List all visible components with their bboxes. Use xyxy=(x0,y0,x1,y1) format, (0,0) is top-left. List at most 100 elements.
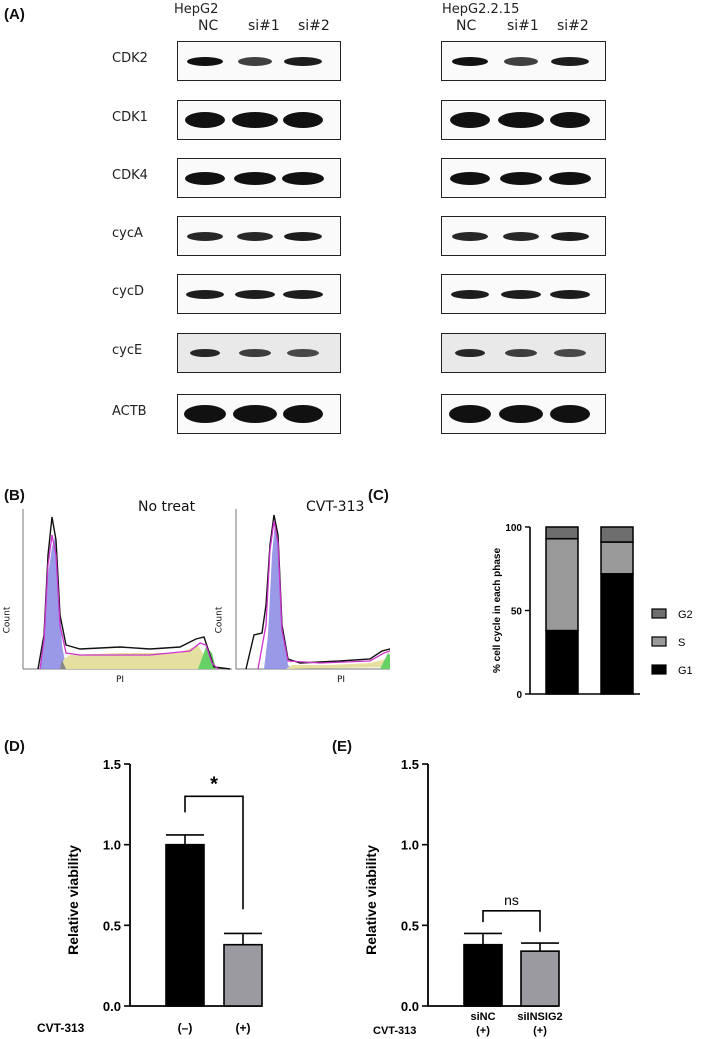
band xyxy=(239,349,271,357)
viability-chart-d: 0.0 0.5 1.0 1.5 Relative viability * (–) (+) CVT… xyxy=(37,757,263,1035)
bar-segment-g1 xyxy=(600,573,634,695)
bar-segment-s xyxy=(545,537,579,632)
lane-label-nc: NC xyxy=(456,18,477,34)
band xyxy=(283,289,323,299)
y-tick-label: 1.5 xyxy=(103,757,121,772)
histogram-ylabel-left: Count xyxy=(2,606,13,634)
histogram-xlabel-right: PI xyxy=(337,675,346,685)
band xyxy=(237,231,273,241)
blot-cdk1-hepg2 xyxy=(177,100,341,140)
y-tick-label: 1.5 xyxy=(401,757,419,772)
histogram-title-no-treat: No treat xyxy=(138,499,196,515)
band xyxy=(185,171,225,185)
significance-label: * xyxy=(210,773,218,795)
row-label: CVT-313 xyxy=(37,1021,85,1035)
band xyxy=(451,289,489,299)
band xyxy=(500,171,542,185)
blot-cdk4-hepg2215 xyxy=(441,158,606,198)
panel-d-letter: (D) xyxy=(4,738,25,755)
panel-e-letter: (E) xyxy=(332,738,352,755)
protein-label-cdk2: CDK2 xyxy=(112,51,148,66)
band xyxy=(187,231,223,241)
band xyxy=(455,349,485,357)
y-tick-label: 0.5 xyxy=(103,918,121,933)
legend-swatch xyxy=(651,664,667,675)
band xyxy=(449,405,491,423)
row-label: CVT-313 xyxy=(373,1025,416,1037)
band xyxy=(284,231,322,241)
blot-cdk2-hepg2 xyxy=(177,41,341,81)
bar xyxy=(463,943,503,1007)
band xyxy=(186,289,224,299)
y-tick-label: 0 xyxy=(516,690,522,700)
lane-label-si1: si#1 xyxy=(507,18,539,34)
y-axis-label: Relative viability xyxy=(363,845,379,955)
protein-label-cyca: cycA xyxy=(112,226,143,241)
blot-cdk1-hepg2215 xyxy=(441,100,606,140)
band xyxy=(234,171,276,185)
protein-label-cdk4: CDK4 xyxy=(112,168,148,183)
bar xyxy=(165,843,205,1007)
flow-cytometry-histograms xyxy=(22,509,390,670)
band xyxy=(287,349,319,357)
y-axis-label: Relative viability xyxy=(65,845,81,955)
lane-label-si2: si#2 xyxy=(557,18,589,34)
panel-c-letter: (C) xyxy=(368,487,389,504)
protein-label-cdk1: CDK1 xyxy=(112,110,148,125)
blot-actb-hepg2215 xyxy=(441,394,606,434)
band xyxy=(452,231,488,241)
band xyxy=(452,56,488,66)
legend-swatch xyxy=(651,608,667,619)
y-axis-label: % cell cycle in each phase xyxy=(492,548,503,674)
treatment-label: (+) xyxy=(476,1025,490,1037)
significance-bracket xyxy=(482,910,541,932)
protein-label-cyce: cycE xyxy=(112,343,143,358)
band xyxy=(499,405,543,423)
y-tick-label: 50 xyxy=(511,607,523,618)
panel-b-letter: (B) xyxy=(4,487,25,504)
bar-segment-g1 xyxy=(545,629,579,695)
blot-actb-hepg2 xyxy=(177,394,341,434)
protein-label-actb: ACTB xyxy=(112,404,147,419)
x-tick-label: Control xyxy=(546,699,578,700)
x-tick-label: siINSIG2 xyxy=(517,1011,562,1023)
blot-cyca-hepg2215 xyxy=(441,216,606,256)
panel-a-letter: (A) xyxy=(4,6,25,23)
y-tick-label: 1.0 xyxy=(401,838,419,853)
band xyxy=(498,112,544,128)
cell-cycle-stacked-chart: 0 50 100 % cell cycle in each phase Control C… xyxy=(492,523,693,700)
band xyxy=(283,405,323,423)
band xyxy=(185,112,225,128)
band xyxy=(233,405,277,423)
blot-cycd-hepg2 xyxy=(177,274,341,314)
x-tick-label: (+) xyxy=(236,1021,251,1035)
band xyxy=(503,231,539,241)
band xyxy=(549,171,591,185)
blot-cyca-hepg2 xyxy=(177,216,341,256)
band xyxy=(505,349,537,357)
treatment-label: (+) xyxy=(533,1025,547,1037)
lane-label-nc: NC xyxy=(198,18,219,34)
bar-segment-g2 xyxy=(600,526,634,543)
y-tick-label: 100 xyxy=(505,523,522,534)
band xyxy=(551,231,589,241)
group-label-hepg2215: HepG2.2.15 xyxy=(442,2,520,17)
bar-segment-g2 xyxy=(545,526,579,540)
band xyxy=(284,56,322,66)
band xyxy=(232,112,278,128)
x-tick-label: (–) xyxy=(178,1021,193,1035)
band xyxy=(235,289,275,299)
legend-label: G2 xyxy=(678,609,693,621)
x-tick-label: siNC xyxy=(470,1011,495,1023)
significance-label: ns xyxy=(504,892,519,908)
band xyxy=(450,171,490,185)
legend-swatch xyxy=(651,636,667,647)
band xyxy=(187,56,223,66)
bar-segment-s xyxy=(600,541,634,575)
blot-cdk4-hepg2 xyxy=(177,158,341,198)
histogram-xlabel-left: PI xyxy=(116,675,125,685)
blot-cycd-hepg2215 xyxy=(441,274,606,314)
y-tick-label: 0.5 xyxy=(401,918,419,933)
band xyxy=(551,56,589,66)
protein-label-cycd: cycD xyxy=(112,284,144,299)
